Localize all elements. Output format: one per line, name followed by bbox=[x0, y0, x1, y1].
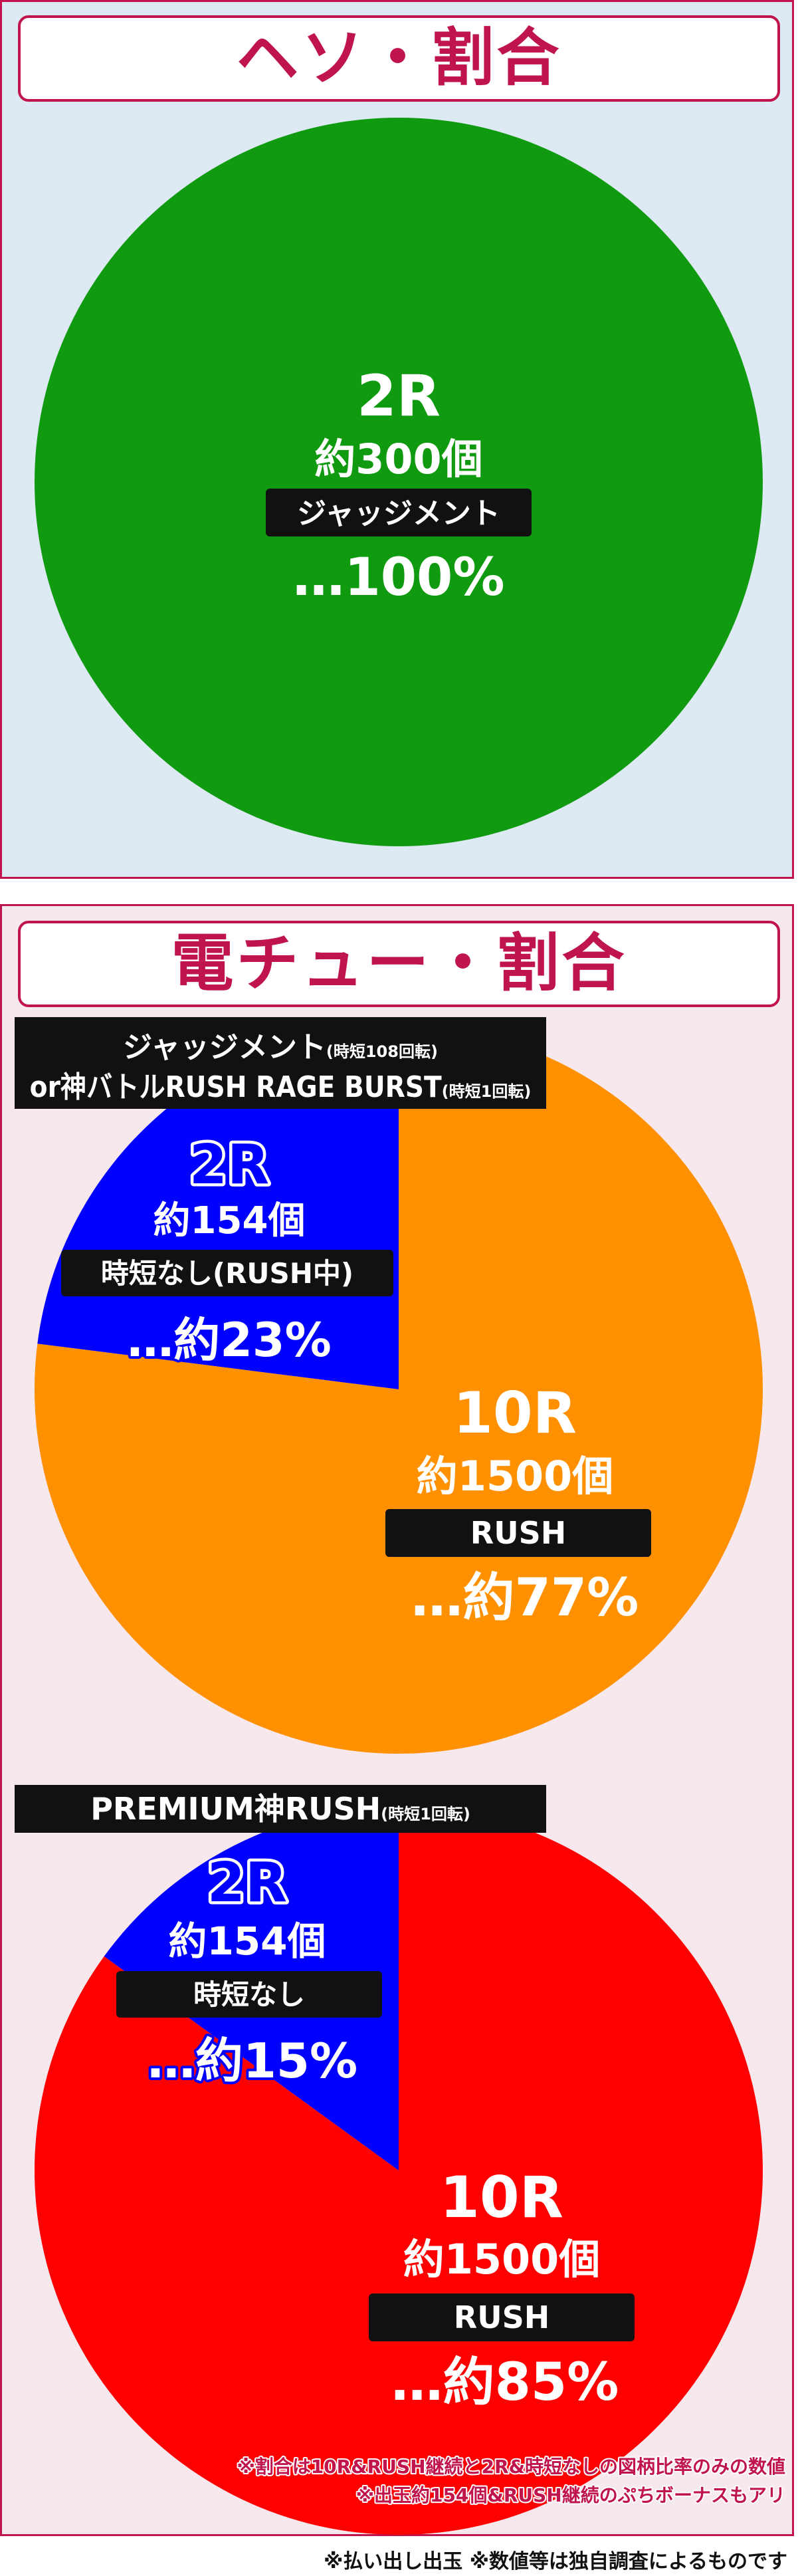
pie2-header-line1-main: ジャッジメント bbox=[123, 1030, 326, 1064]
pie2-header-line2-main: or神バトルRUSH RAGE BURST bbox=[30, 1070, 442, 1104]
pie3-header-bg bbox=[15, 1785, 546, 1833]
section-heso-title-box: ヘソ・割合 bbox=[18, 15, 780, 102]
pie3-slice-10r-label-bg bbox=[369, 2293, 635, 2341]
pie3-slice-10r-balls: 約1500個 bbox=[403, 2235, 601, 2283]
pie2-slice-2r-balls: 約154個 bbox=[153, 1199, 306, 1242]
pie2-slice-2r-percent: …約23% bbox=[127, 1313, 332, 1367]
pie2-slice-2r-round: 2R bbox=[189, 1133, 269, 1197]
pie1-slice-2r bbox=[35, 118, 763, 846]
pie-heso-percent-label: …100% bbox=[293, 548, 505, 608]
pie2-slice-10r-balls: 約1500個 bbox=[417, 1452, 614, 1500]
pie-chart-heso: 2R 約300個 ジャッジメント …100% bbox=[35, 118, 763, 846]
pie3-slice-10r-label: RUSH bbox=[454, 2299, 549, 2335]
pie2-slice-10r bbox=[34, 1025, 763, 1754]
note-puchi-bonus: ※出玉約154個&RUSH継続のぷちボーナスもアリ bbox=[356, 2484, 785, 2506]
footer-note: ※払い出し出玉 ※数値等は独自調査によるものです bbox=[324, 2550, 787, 2573]
pie-chart-denchu-premium: PREMIUM神RUSH(時短1回転) 2R 約154個 時短なし …約15% … bbox=[15, 1785, 763, 2535]
pie-chart-denchu-normal: ジャッジメント(時短108回転) or神バトルRUSH RAGE BURST(時… bbox=[15, 1017, 763, 1754]
pie2-slice-10r-label: RUSH bbox=[470, 1515, 566, 1551]
pie2-header-bg bbox=[15, 1017, 546, 1109]
pie2-header-line2: or神バトルRUSH RAGE BURST(時短1回転) bbox=[30, 1070, 532, 1104]
pie2-slice-2r-label-bg bbox=[61, 1250, 393, 1296]
pie3-slice-2r-round: 2R bbox=[207, 1851, 287, 1915]
pie3-header-sub: (時短1回転) bbox=[381, 1805, 470, 1823]
pie2-slice-10r-label-bg bbox=[385, 1509, 651, 1557]
pie3-slice-2r-label-bg bbox=[116, 1971, 382, 2018]
pie-heso-round-label: 2R bbox=[357, 363, 441, 429]
pie2-slice-2r bbox=[37, 1025, 399, 1389]
pie2-header-line1: ジャッジメント(時短108回転) bbox=[123, 1030, 438, 1064]
pie2-header-line1-sub: (時短108回転) bbox=[326, 1042, 438, 1061]
pie3-slice-2r-percent: …約15% bbox=[148, 2033, 357, 2089]
pie3-slice-10r-percent: …約85% bbox=[391, 2353, 619, 2412]
pie2-slice-10r-round: 10R bbox=[453, 1380, 577, 1447]
pie3-slice-2r-label: 時短なし bbox=[193, 1978, 305, 2011]
section-denchu-title: 電チュー・割合 bbox=[171, 927, 627, 1000]
section-denchu-title-box: 電チュー・割合 bbox=[18, 921, 780, 1007]
pie3-header: PREMIUM神RUSH(時短1回転) bbox=[90, 1791, 470, 1827]
pie3-slice-2r-balls: 約154個 bbox=[168, 1919, 326, 1964]
pie3-slice-10r bbox=[34, 1806, 763, 2535]
section-heso-title: ヘソ・割合 bbox=[236, 22, 562, 94]
note-ratio: ※割合は10R&RUSH継続と2R&時短なしの図柄比率のみの数値 bbox=[237, 2456, 785, 2478]
pie3-header-main: PREMIUM神RUSH bbox=[90, 1791, 381, 1827]
pie-heso-balls-label: 約300個 bbox=[314, 435, 482, 483]
pie2-slice-10r-percent: …約77% bbox=[411, 1568, 639, 1628]
pie2-header-line2-sub: (時短1回転) bbox=[442, 1082, 532, 1101]
pie-heso-label-bg bbox=[266, 489, 532, 536]
pie-heso-slice-label: ジャッジメント bbox=[297, 497, 500, 530]
pie2-slice-2r-label: 時短なし(RUSH中) bbox=[101, 1257, 353, 1290]
pie3-slice-10r-round: 10R bbox=[440, 2165, 563, 2231]
